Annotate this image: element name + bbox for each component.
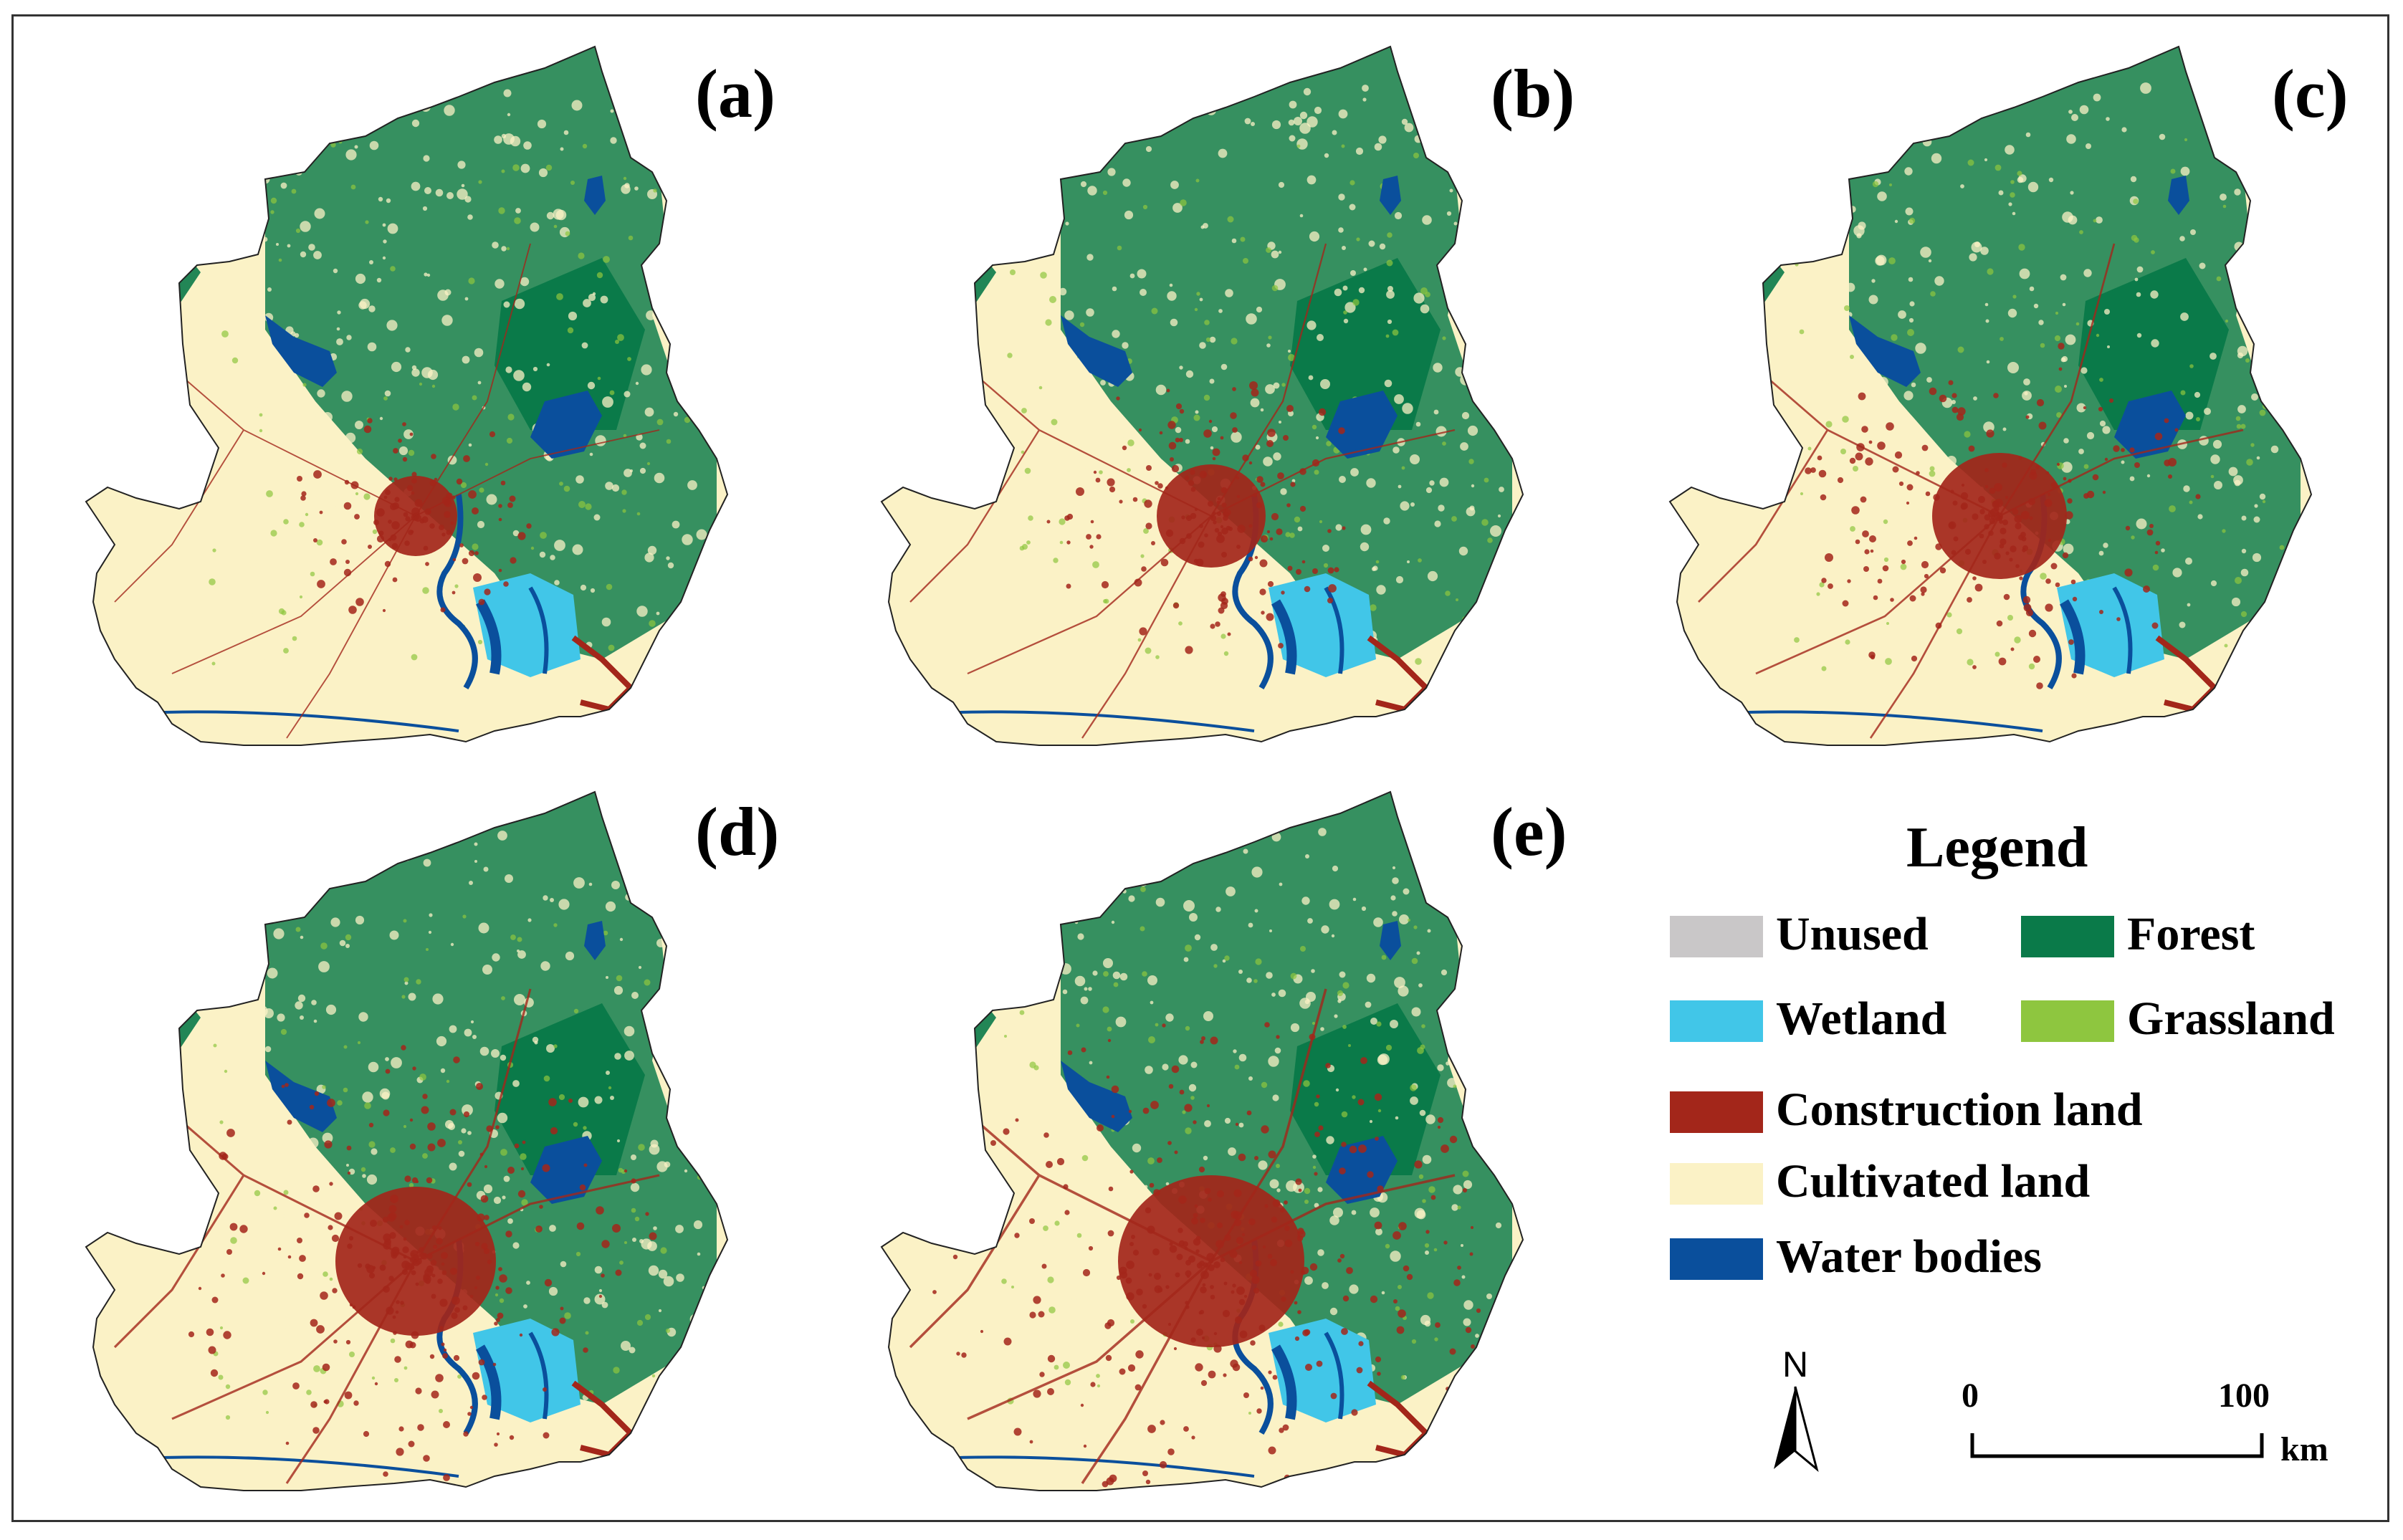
legend-label-cultivated: Cultivated land [1776, 1155, 2091, 1207]
grassland-swatch [2021, 1000, 2114, 1042]
legend-label-unused: Unused [1776, 908, 1929, 960]
legend-label-grassland: Grassland [2127, 993, 2335, 1045]
wetland-swatch [1670, 1000, 1763, 1042]
panel-label: (c) [2272, 55, 2349, 132]
map-panel-c: (c) [1613, 29, 2387, 760]
forest-swatch [2021, 916, 2114, 957]
panel-label: (a) [695, 55, 775, 132]
land-use-map [85, 45, 729, 746]
construction-swatch [1670, 1091, 1763, 1133]
legend-label-water: Water bodies [1776, 1230, 2042, 1283]
scale-end: 100 [2218, 1377, 2270, 1415]
legend: Legend Unused Forest Wetland Grassland C… [1648, 795, 2379, 1297]
panel-label: (b) [1491, 55, 1575, 132]
map-panel-b: (b) [824, 29, 1598, 760]
legend-label-forest: Forest [2127, 908, 2255, 960]
scale-start: 0 [1962, 1377, 1979, 1415]
land-use-map [1668, 45, 2313, 746]
legend-title: Legend [1906, 816, 2088, 879]
map-panel-d: (d) [29, 774, 803, 1505]
panel-label: (d) [695, 793, 780, 870]
north-arrow: N [1767, 1344, 1838, 1487]
cultivated-swatch [1670, 1163, 1763, 1205]
unused-swatch [1670, 916, 1763, 957]
scale-unit: km [2280, 1430, 2328, 1468]
map-panel-e: (e) [824, 774, 1598, 1505]
north-label: N [1782, 1344, 1809, 1384]
water-swatch [1670, 1238, 1763, 1280]
land-use-map [85, 790, 729, 1491]
land-use-map [880, 45, 1524, 746]
legend-label-construction: Construction land [1776, 1084, 2143, 1136]
scale-line [1970, 1433, 2264, 1458]
land-use-map [880, 790, 1524, 1491]
map-panel-a: (a) [29, 29, 803, 760]
scale-bar: 0 100 km [1921, 1376, 2365, 1476]
panel-label: (e) [1491, 793, 1567, 870]
legend-label-wetland: Wetland [1776, 993, 1947, 1045]
north-arrow-icon [1774, 1386, 1819, 1473]
